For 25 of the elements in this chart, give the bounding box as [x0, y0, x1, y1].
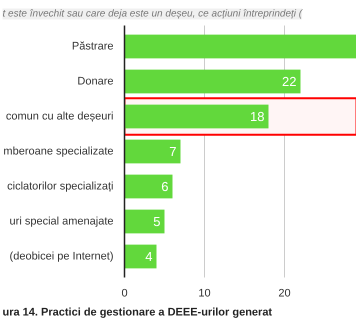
y-tick-label: (deobicei pe Internet)	[10, 250, 114, 262]
bar	[124, 104, 268, 128]
bar	[124, 140, 180, 164]
bar	[124, 70, 300, 94]
y-tick-label: mberoane specializate	[3, 146, 114, 158]
y-tick-label: ciclatorilor specializați	[7, 180, 114, 192]
data-label: 5	[153, 214, 161, 229]
y-tick-label: Păstrare	[72, 40, 114, 52]
bar	[124, 34, 356, 58]
bar	[124, 244, 156, 268]
x-tick-label: 20	[278, 288, 291, 300]
x-tick-label: 0	[121, 288, 128, 300]
data-label: 22	[282, 74, 297, 89]
bar	[124, 174, 172, 198]
text: ura 14. Practici de gestionare a DEEE-urilor generat	[2, 306, 272, 318]
data-label: 4	[145, 249, 153, 264]
chart-title: t este învechit sau care deja este un deșeu, ce acțiuni întreprindeți (	[2, 8, 304, 20]
y-tick-label: Donare	[77, 76, 114, 88]
y-tick-label: comun cu alte deșeuri	[6, 110, 114, 122]
data-label: 6	[161, 179, 169, 194]
y-tick-label: uri special amenajate	[10, 216, 114, 228]
data-label: 18	[250, 109, 265, 124]
x-tick-label: 10	[198, 288, 211, 300]
bar	[124, 210, 164, 234]
data-label: 7	[169, 144, 177, 159]
